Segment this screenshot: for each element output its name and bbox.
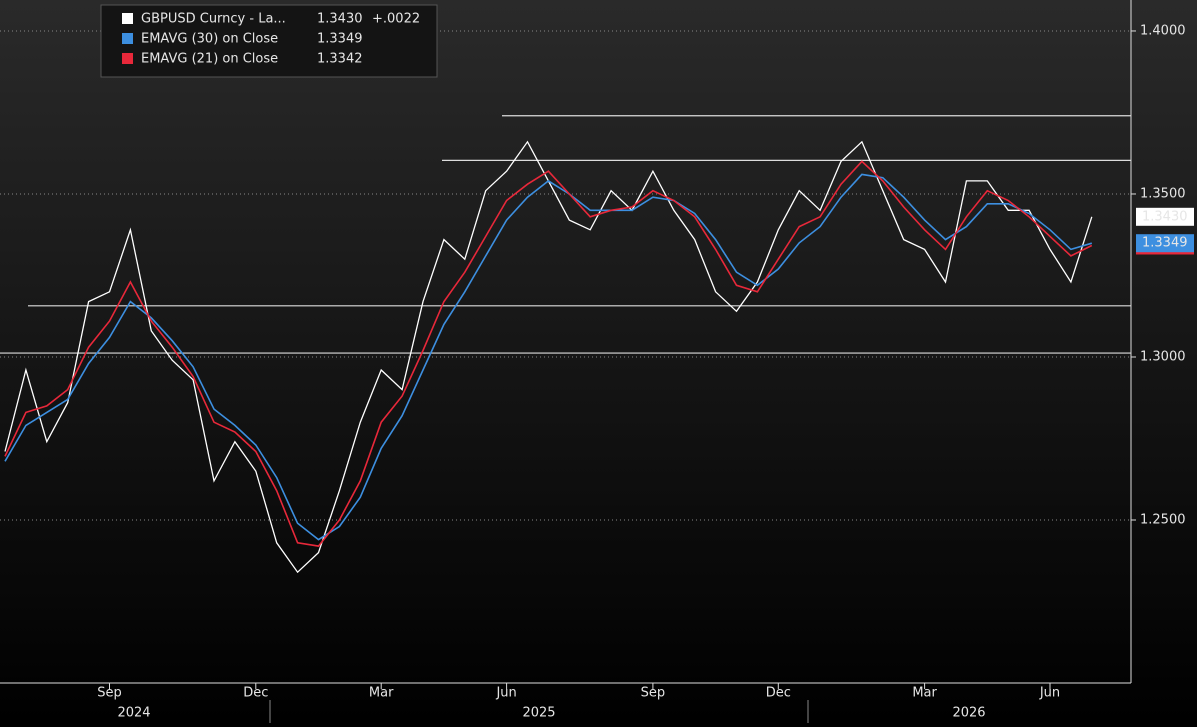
x-tick-label: Sep bbox=[641, 686, 666, 701]
y-tick-label: 1.4000 bbox=[1140, 23, 1186, 38]
legend-value: 1.3342 bbox=[317, 52, 363, 67]
legend-swatch bbox=[122, 33, 133, 44]
legend-value: 1.3349 bbox=[317, 32, 363, 47]
price-tag-label: 1.3349 bbox=[1142, 236, 1188, 251]
year-label: 2024 bbox=[117, 706, 150, 721]
x-tick-label: Jun bbox=[495, 686, 516, 701]
y-tick-label: 1.3500 bbox=[1140, 186, 1186, 201]
price-tag bbox=[1136, 234, 1194, 253]
legend-swatch bbox=[122, 13, 133, 24]
x-tick-label: Sep bbox=[97, 686, 122, 701]
legend-label: GBPUSD Curncy - La... bbox=[141, 12, 286, 27]
legend-value: 1.3430 bbox=[317, 12, 363, 27]
y-tick-label: 1.3000 bbox=[1140, 349, 1186, 364]
year-label: 2025 bbox=[522, 706, 555, 721]
x-tick-label: Mar bbox=[369, 686, 394, 701]
series-line bbox=[4, 173, 1093, 541]
price-tag-label: 1.3430 bbox=[1142, 209, 1188, 224]
y-tick-label: 1.2500 bbox=[1140, 512, 1186, 527]
legend-swatch bbox=[122, 53, 133, 64]
legend bbox=[100, 4, 438, 78]
price-tag bbox=[1136, 207, 1194, 226]
year-label: 2026 bbox=[952, 706, 985, 721]
legend-label: EMAVG (21) on Close bbox=[141, 52, 278, 67]
series-line bbox=[4, 160, 1093, 547]
legend-label: EMAVG (30) on Close bbox=[141, 32, 278, 47]
x-tick-label: Jun bbox=[1039, 686, 1060, 701]
x-tick-label: Dec bbox=[243, 686, 268, 701]
x-tick-label: Mar bbox=[912, 686, 937, 701]
legend-change: +.0022 bbox=[372, 12, 420, 27]
x-tick-label: Dec bbox=[766, 686, 791, 701]
